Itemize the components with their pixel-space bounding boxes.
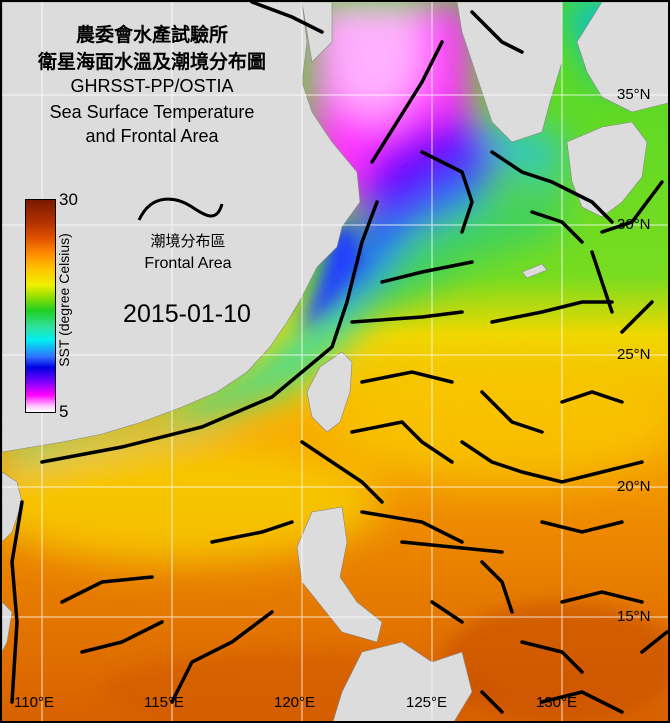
lat-label: 30°N <box>617 216 651 233</box>
colorbar-label: SST (degree Celsius) <box>56 233 72 367</box>
lon-label: 115°E <box>144 694 184 711</box>
lat-label: 15°N <box>617 608 651 625</box>
lat-label: 20°N <box>617 478 651 495</box>
frontal-areas <box>10 2 668 714</box>
legend-front-sample <box>137 197 224 221</box>
title-en-line1: GHRSST-PP/OSTIA <box>70 76 234 96</box>
colorbar-max: 30 <box>59 190 78 209</box>
lat-label: 35°N <box>617 86 651 103</box>
hainan <box>2 601 13 653</box>
lon-label: 120°E <box>274 694 316 711</box>
shandong <box>301 2 333 63</box>
title-en-line3: and Frontal Area <box>85 126 219 146</box>
ryukyu <box>521 263 548 279</box>
taiwan <box>306 351 353 433</box>
title-zh-line1: 農委會水產試驗所 <box>75 24 228 46</box>
philippines-central <box>332 641 473 721</box>
lon-label: 130°E <box>536 694 578 711</box>
title-zh-line2: 衛星海面水溫及潮境分布圖 <box>37 51 266 73</box>
luzon <box>296 506 383 643</box>
legend-label-en: Frontal Area <box>144 255 232 272</box>
colorbar-min: 5 <box>59 402 69 421</box>
lon-label: 110°E <box>14 694 54 711</box>
vietnam-coast <box>2 471 23 543</box>
japan-honshu <box>576 2 668 113</box>
legend-label-zh: 潮境分布區 <box>150 232 226 250</box>
date-label: 2015-01-10 <box>123 300 251 328</box>
sst-field <box>2 2 668 562</box>
lat-label: 25°N <box>617 346 651 363</box>
lon-label: 125°E <box>406 694 448 711</box>
colorbar <box>25 199 56 413</box>
title-en-line2: Sea Surface Temperature <box>49 102 255 122</box>
